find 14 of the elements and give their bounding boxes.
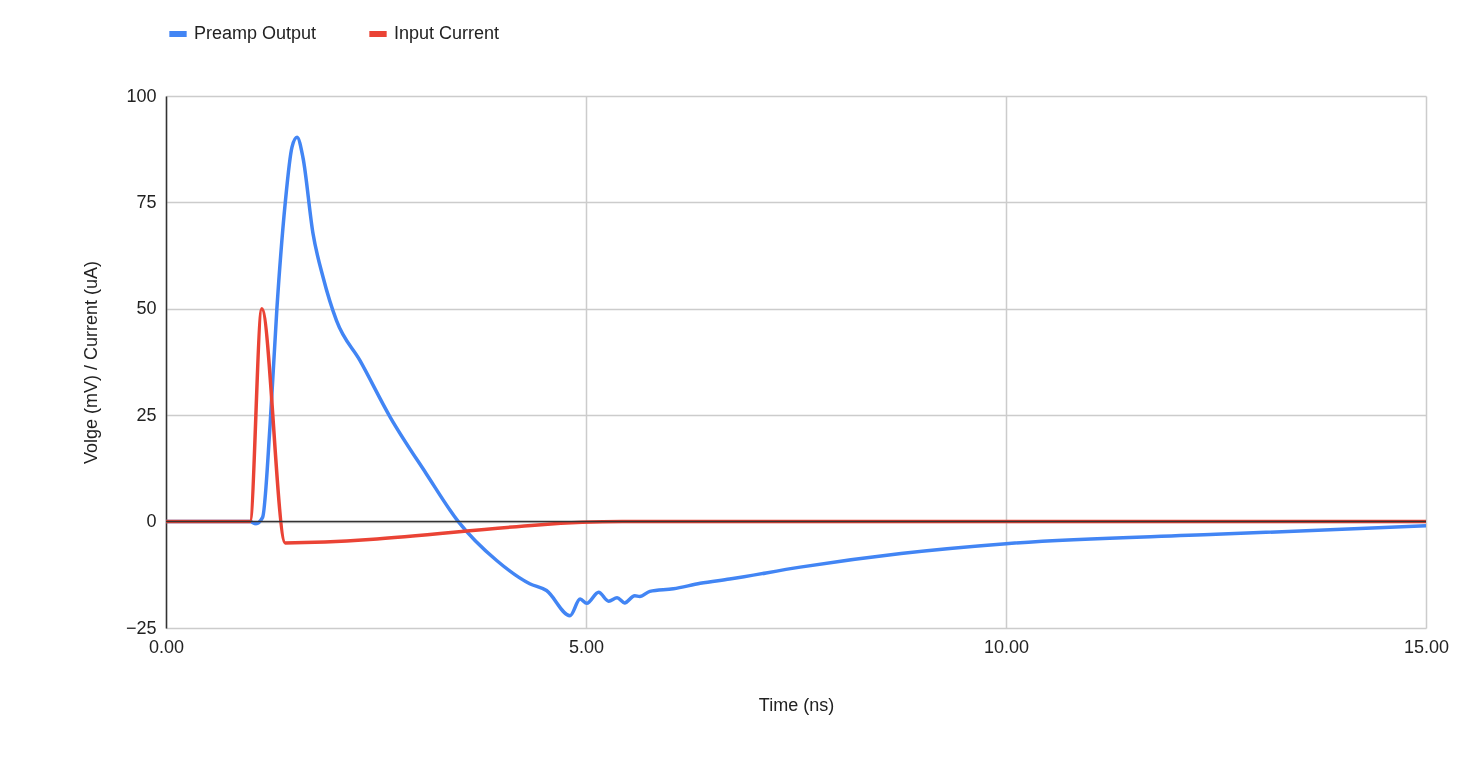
y-tick-label: 0 <box>146 511 157 532</box>
legend-label: Preamp Output <box>194 23 317 43</box>
x-axis-title: Time (ns) <box>758 694 835 715</box>
y-tick-label: 100 <box>126 85 157 106</box>
y-axis-title: Volge (mV) / Current (uA) <box>80 260 101 465</box>
legend-label: Input Current <box>394 23 500 43</box>
x-tick-label: 10.00 <box>983 636 1030 657</box>
y-tick-label: 25 <box>136 404 157 425</box>
y-tick-label: −25 <box>125 617 157 638</box>
x-tick-label: 0.00 <box>148 636 185 657</box>
x-tick-label: 5.00 <box>568 636 605 657</box>
x-tick-label: 15.00 <box>1403 636 1450 657</box>
y-tick-label: 75 <box>136 191 157 212</box>
y-tick-label: 50 <box>136 298 157 319</box>
